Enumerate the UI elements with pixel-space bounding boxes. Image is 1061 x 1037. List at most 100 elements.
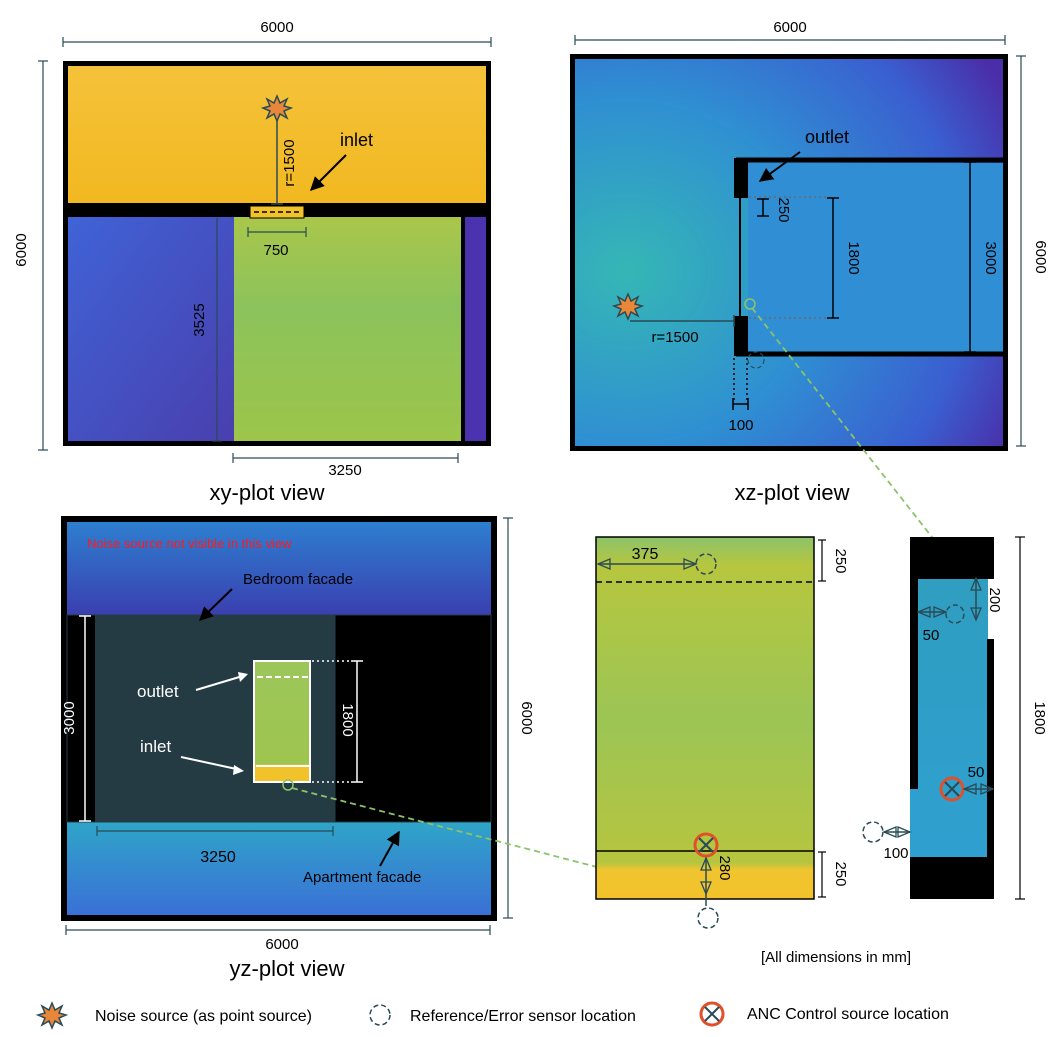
yz-plot: Noise source not visible in this view Be… [61,516,535,981]
yz-upper-field [67,522,491,615]
detail-side-dim-100-label: 100 [883,845,908,862]
yz-outlet-arrow-head [238,672,248,682]
detail-side-dim-50-top-arrow-left [916,606,931,618]
xy-dim-750-label: 750 [263,242,288,259]
xz-sensor-icon [747,351,765,369]
xy-dim-3250-label: 3250 [328,462,361,479]
xz-dim-100-label: 100 [728,417,753,434]
yz-bedroom-arrow [198,588,233,621]
detail-front-anc-x2 [698,837,714,853]
legend: Noise source (as point source) Reference… [35,1001,949,1030]
detail-side-dim-50-mid-arrow-right [980,783,995,795]
detail-side-dim-200-label: 200 [986,587,1003,612]
detail-side-dim-100-arrow-right [897,826,912,838]
detail-side-duct [918,579,988,857]
yz-dim-3250-label: 3250 [200,849,236,866]
detail-front-sensor-top-icon [695,553,717,575]
detail-side-dim-100-arrow-left [882,826,897,838]
xy-right-room [465,217,486,441]
yz-detail-link [291,787,656,883]
yz-lower-field [67,822,491,915]
yz-caption: yz-plot view [230,956,345,981]
yz-apartment-arrow [379,830,400,867]
legend-circled-x-line2 [704,1006,720,1022]
detail-side-sensor-top-icon [945,604,965,624]
xy-caption: xy-plot view [210,480,325,505]
yz-dim-3000-label: 3000 [61,701,78,734]
units-note: [All dimensions in mm] [761,949,911,966]
detail-side-dim-200-arrow-top [970,576,982,591]
yz-inlet-arrow-head [233,765,244,775]
detail-front-anc-icon [693,832,719,858]
yz-apartment-facade [334,614,492,823]
detail-side-dim-50-mid-arrow-left [962,783,977,795]
detail-side-dim-50-mid-label: 50 [968,764,985,781]
xy-dim-3525-label: 3525 [191,303,208,336]
legend-circled-x-icon [699,1001,725,1027]
xz-noise-source-icon [611,292,645,321]
detail-front-dim-375-arrow-right [683,558,698,570]
xz-duct [741,198,748,316]
detail-side-dim-50-top-label: 50 [923,627,940,644]
yz-note: Noise source not visible in this view [87,536,292,551]
detail-front: 375 250 280 250 [595,536,849,929]
xy-inlet-opening [249,205,305,219]
xz-radius-label: r=1500 [651,329,698,346]
yz-dim-1800-label: 1800 [339,703,356,736]
xz-link-point [744,298,756,310]
detail-side-sensor-outside-icon [862,821,884,843]
detail-front-dim-280-arrow-top [700,856,712,871]
yz-bedroom-label: Bedroom facade [243,571,353,588]
legend-label-noise: Noise source (as point source) [95,1008,312,1025]
yz-dim-right-label: 6000 [518,701,535,734]
detail-front-dim-250-bottom-label: 250 [832,861,849,886]
detail-side: 200 50 50 100 1800 [862,536,1048,900]
xz-dim-top-label: 6000 [773,19,806,36]
yz-inlet-arrow-line [180,756,242,771]
xz-dim-1800-label: 1800 [845,241,862,274]
detail-front-dim-375-arrow-left [596,558,611,570]
xz-outlet-label: outlet [805,127,849,147]
yz-window-insert [253,660,311,783]
legend-label-sensor: Reference/Error sensor location [410,1008,636,1025]
xz-lower-facade [734,316,748,356]
detail-front-sensor-bottom-icon [697,907,719,929]
yz-apartment-label: Apartment facade [303,869,421,886]
yz-link-point [282,779,294,791]
xy-radius-label: r=1500 [281,139,298,186]
xz-bedroom-field [739,163,1003,353]
detail-side-anc-x2 [944,781,960,797]
xy-dim-left-label: 6000 [13,233,30,266]
legend-dashed-circle-icon [369,1004,391,1026]
detail-front-field [595,536,815,900]
detail-front-dim-280-arrow-bottom [700,881,712,896]
xz-outlet-arrow [758,151,801,182]
detail-side-dim-50-top-arrow-right [933,606,948,618]
xz-dim-250-label: 250 [775,197,792,222]
xz-dim-3000-label: 3000 [982,241,999,274]
xz-detail-link [751,307,951,561]
detail-side-bottom-block [910,857,994,899]
detail-side-dim-200-arrow-bottom [970,607,982,622]
yz-outlet-label: outlet [137,682,179,701]
yz-inlet-label: inlet [140,737,171,756]
xy-inlet-arrow [310,154,347,191]
xy-inlet-label: inlet [340,130,373,150]
yz-outlet-arrow-line [195,674,247,691]
xy-dim-top-label: 6000 [260,19,293,36]
legend-label-anc: ANC Control source location [747,1006,949,1023]
detail-front-dim-280-label: 280 [716,855,733,880]
yz-dim-bottom-label: 6000 [265,936,298,953]
xz-upper-facade [734,158,748,198]
detail-side-left-wall [910,579,918,789]
xz-dim-right-label: 6000 [1032,240,1049,273]
xy-plot: 6000 6000 r=1500 inlet 750 3525 3250 xy-… [13,19,492,505]
detail-side-right-wall [987,639,994,857]
detail-side-left-opening [910,789,918,857]
detail-side-dim-1800-label: 1800 [1031,701,1048,734]
legend-starburst-icon [35,1001,69,1030]
detail-front-dim-250-top-label: 250 [832,548,849,573]
xy-bedroom-field [234,217,461,441]
detail-side-top-block [910,537,994,579]
